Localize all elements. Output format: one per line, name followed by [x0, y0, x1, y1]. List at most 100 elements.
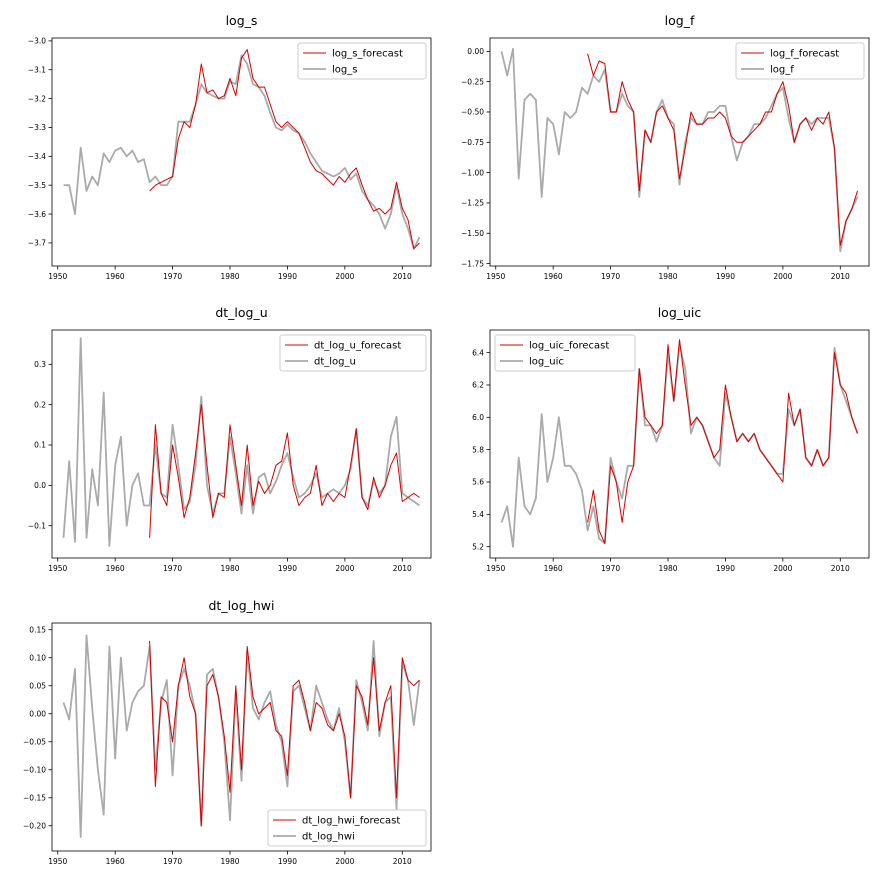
- chart-title: dt_log_u: [215, 305, 267, 320]
- chart-panel-log-f: log_f 1950 1960 1970 1980 1990 2000 2010 −1.75 −1…: [461, 13, 870, 281]
- series-line-log-f-forecast: [587, 53, 858, 246]
- chart-panel-dt-log-u: dt_log_u 1950 1960 1970 1980 1990 2000 2010 −0.1…: [28, 305, 432, 573]
- legend-label: dt_log_hwi_forecast: [302, 816, 400, 827]
- x-tick-label: 1960: [106, 857, 125, 866]
- y-tick-label: 0.3: [34, 360, 46, 369]
- axes-frame: [51, 622, 432, 852]
- y-tick-label: 6.0: [472, 413, 484, 422]
- y-tick-label: −3.6: [28, 210, 46, 219]
- y-tick-label: −3.5: [28, 181, 46, 190]
- legend: log_uic_forecast log_uic: [494, 334, 636, 372]
- x-tick-label: 1970: [163, 857, 182, 866]
- axes-frame: [489, 329, 870, 559]
- x-tick-label: 1980: [220, 272, 239, 281]
- legend-label: dt_log_hwi: [302, 832, 355, 843]
- y-tick-label: −0.15: [23, 793, 46, 802]
- x-tick-label: 1960: [106, 564, 125, 573]
- series-line-dt-log-hwi-forecast: [149, 640, 420, 827]
- y-tick-label: 5.2: [472, 542, 484, 551]
- y-tick-label: 6.2: [472, 381, 484, 390]
- x-tick-label: 1950: [48, 564, 67, 573]
- x-tick-label: 1990: [278, 564, 297, 573]
- axes-frame: [489, 37, 870, 267]
- x-tick-label: 1970: [601, 272, 620, 281]
- x-tick-label: 2000: [335, 272, 354, 281]
- legend-box: [735, 42, 865, 80]
- legend-label: log_s_forecast: [332, 49, 403, 60]
- chart-panel-log-uic: log_uic 1950 1960 1970 1980 1990 2000 2010 5.2 5.…: [472, 305, 870, 573]
- x-tick-label: 2000: [335, 857, 354, 866]
- legend: log_s_forecast log_s: [297, 42, 427, 80]
- y-tick-label: −0.25: [461, 77, 484, 86]
- y-tick-label: 5.4: [472, 510, 484, 519]
- y-tick-label: −1.50: [461, 229, 484, 238]
- y-tick-label: 0.0: [34, 481, 46, 490]
- series-line-dt-log-u-forecast: [149, 404, 420, 538]
- x-tick-label: 2000: [773, 564, 792, 573]
- y-tick-label: −0.05: [23, 737, 46, 746]
- x-tick-label: 2010: [393, 564, 412, 573]
- chart-title: dt_log_hwi: [208, 598, 274, 613]
- y-tick-label: 5.8: [472, 445, 484, 454]
- x-tick-label: 1980: [658, 564, 677, 573]
- x-tick-label: 1970: [601, 564, 620, 573]
- legend-label: dt_log_u_forecast: [314, 341, 401, 352]
- legend: log_f_forecast log_f: [735, 42, 865, 80]
- legend-label: log_uic: [529, 357, 564, 368]
- x-tick-label: 1970: [163, 272, 182, 281]
- y-tick-label: −1.00: [461, 168, 484, 177]
- legend: dt_log_u_forecast dt_log_u: [279, 334, 427, 372]
- legend-label: log_f: [770, 65, 794, 76]
- y-tick-label: −3.3: [28, 123, 46, 132]
- x-tick-label: 2000: [773, 272, 792, 281]
- x-tick-label: 1960: [106, 272, 125, 281]
- y-tick-label: −0.75: [461, 138, 484, 147]
- legend: dt_log_hwi_forecast dt_log_hwi: [267, 809, 427, 847]
- chart-title: log_f: [665, 13, 695, 28]
- x-tick-label: 1950: [486, 564, 505, 573]
- y-tick-label: 5.6: [472, 478, 484, 487]
- x-tick-label: 1980: [220, 564, 239, 573]
- y-tick-label: −1.25: [461, 199, 484, 208]
- y-tick-label: −3.4: [28, 152, 46, 161]
- series-line-log-s-forecast: [149, 49, 420, 250]
- axes-frame: [51, 329, 432, 559]
- x-tick-label: 1950: [48, 272, 67, 281]
- y-tick-label: −0.10: [23, 765, 46, 774]
- chart-panel-dt-log-hwi: dt_log_hwi 1950 1960 1970 1980 1990 2000 2010 −0…: [23, 598, 432, 866]
- x-tick-label: 2010: [831, 564, 850, 573]
- legend-box: [279, 334, 427, 372]
- y-tick-label: 0.10: [29, 653, 46, 662]
- legend-label: dt_log_u: [314, 357, 356, 368]
- y-tick-label: 0.1: [34, 441, 46, 450]
- x-tick-label: 1990: [278, 857, 297, 866]
- x-tick-label: 1990: [278, 272, 297, 281]
- y-tick-label: −3.7: [28, 239, 46, 248]
- x-tick-label: 1990: [716, 272, 735, 281]
- x-tick-label: 1960: [544, 272, 563, 281]
- x-tick-label: 1950: [48, 857, 67, 866]
- legend-box: [267, 809, 427, 847]
- y-tick-label: −3.1: [28, 65, 46, 74]
- legend-label: log_f_forecast: [770, 49, 839, 60]
- y-tick-label: −3.0: [28, 37, 46, 46]
- legend-box: [297, 42, 427, 80]
- chart-title: log_uic: [658, 305, 702, 320]
- series-line-log-uic-forecast: [587, 339, 858, 544]
- y-tick-label: −0.20: [23, 821, 46, 830]
- axes-frame: [51, 37, 432, 267]
- y-tick-label: 0.05: [29, 681, 46, 690]
- x-tick-label: 1980: [220, 857, 239, 866]
- x-tick-label: 1960: [544, 564, 563, 573]
- x-tick-label: 1970: [163, 564, 182, 573]
- x-tick-label: 2000: [335, 564, 354, 573]
- y-tick-label: 6.4: [472, 348, 484, 357]
- x-tick-label: 2010: [393, 272, 412, 281]
- x-tick-label: 2010: [393, 857, 412, 866]
- x-tick-label: 1980: [658, 272, 677, 281]
- y-tick-label: 0.00: [29, 709, 46, 718]
- y-tick-label: 0.00: [467, 47, 484, 56]
- x-tick-label: 2010: [831, 272, 850, 281]
- y-tick-label: −0.50: [461, 108, 484, 117]
- y-tick-label: 0.15: [29, 625, 46, 634]
